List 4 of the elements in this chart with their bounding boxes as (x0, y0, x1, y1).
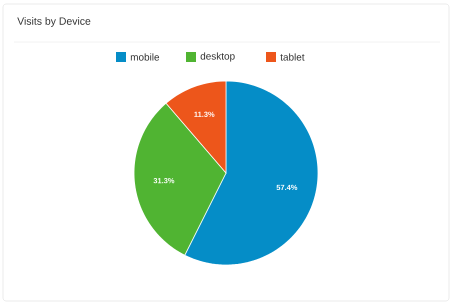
legend-label: mobile (130, 53, 160, 61)
legend-label: tablet (280, 53, 305, 61)
chart-title: Visits by Device (17, 17, 90, 27)
legend-label: desktop (200, 52, 235, 62)
